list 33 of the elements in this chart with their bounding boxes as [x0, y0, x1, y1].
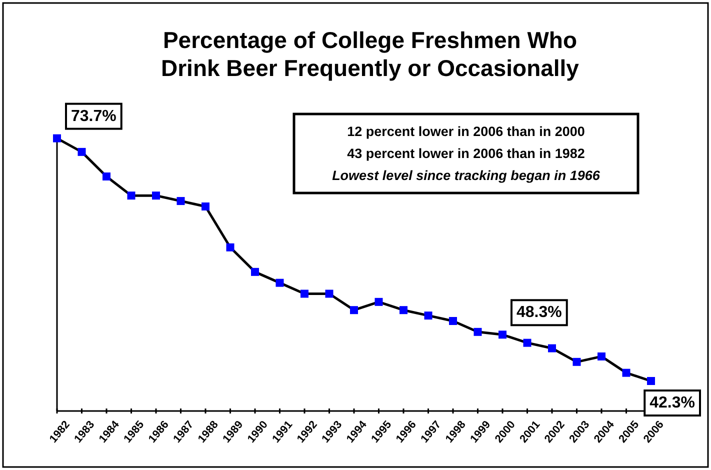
point — [251, 268, 259, 276]
point — [400, 306, 408, 314]
point — [449, 317, 457, 326]
point — [127, 192, 136, 200]
point — [276, 278, 284, 287]
annotation: 42.3% — [650, 394, 695, 412]
point — [523, 338, 532, 347]
point — [102, 172, 110, 180]
annotation: 43 percent lower in 2006 than in 1982 — [347, 146, 585, 161]
annotation: 73.7% — [71, 108, 116, 125]
text-box: 12 percent lower in 2006 than in 2000 43 percent lower in 2006 than in 1982 Lowest level since tracking began in 1966 — [292, 112, 640, 194]
point — [548, 344, 556, 352]
point — [572, 358, 581, 366]
point — [598, 352, 606, 360]
point — [622, 368, 630, 377]
chart-title: Percentage of College Freshmen Who Drink Beer Frequently or Occasionally — [161, 27, 580, 81]
point — [300, 290, 308, 298]
point — [424, 312, 432, 320]
annotation: 12 percent lower in 2006 than in 2000 — [347, 124, 585, 139]
point — [374, 298, 383, 306]
point — [53, 134, 61, 142]
point — [350, 306, 358, 314]
point — [325, 290, 334, 298]
point — [152, 192, 160, 200]
point — [176, 197, 185, 206]
point — [498, 330, 506, 339]
point — [474, 328, 482, 336]
annotation: 48.3% — [516, 304, 562, 322]
point — [78, 148, 86, 156]
annotation: Lowest level since tracking began in 1966 — [332, 168, 600, 183]
point — [202, 202, 210, 210]
point — [647, 377, 655, 386]
point — [226, 243, 234, 252]
